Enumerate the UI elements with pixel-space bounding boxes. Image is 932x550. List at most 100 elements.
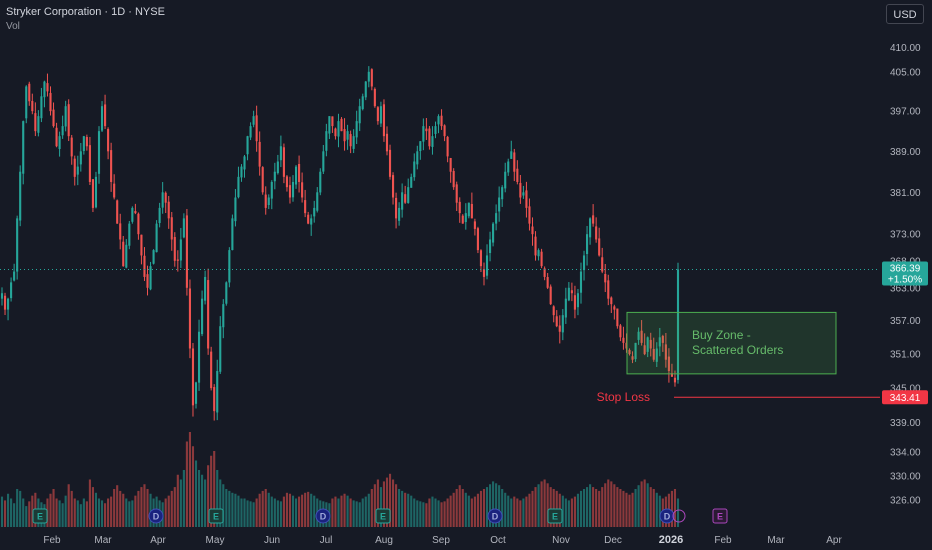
volume-bar — [610, 481, 613, 527]
volume-bar — [652, 489, 655, 527]
earnings-marker[interactable]: E — [375, 508, 391, 524]
volume-bar — [279, 501, 282, 527]
candle-body — [464, 213, 467, 223]
volume-bar — [194, 460, 198, 527]
candle-body — [116, 200, 119, 224]
volume-bar — [240, 498, 243, 527]
candle-body — [194, 382, 198, 404]
volume-bar — [513, 496, 516, 527]
symbol-title[interactable]: Stryker Corporation · 1D · NYSE — [6, 6, 165, 18]
volume-bar — [534, 487, 537, 527]
earnings-marker-letter: E — [213, 512, 219, 522]
candle-body — [619, 325, 622, 338]
volume-bar — [607, 479, 610, 527]
volume-bar — [179, 479, 182, 527]
candle-body — [10, 282, 13, 299]
candle-body — [328, 116, 331, 134]
candle-body — [131, 207, 134, 222]
candle-body — [661, 336, 664, 343]
volume-bar — [476, 493, 479, 527]
volume-bar — [298, 496, 301, 527]
volume-bar — [391, 479, 395, 527]
candle-body — [197, 331, 201, 383]
dividend-marker-circle — [315, 508, 331, 524]
earnings-marker[interactable]: E — [32, 508, 48, 524]
candle-body — [664, 344, 667, 360]
y-tick-label: 381.00 — [890, 188, 921, 199]
currency-button[interactable]: USD — [886, 4, 924, 24]
dividend-marker[interactable]: D — [487, 508, 503, 524]
candle-body — [667, 356, 670, 372]
volume-bar — [395, 484, 398, 527]
volume-bar — [7, 493, 10, 527]
candle-body — [243, 156, 246, 170]
volume-bar — [82, 498, 85, 527]
candle-body — [285, 176, 289, 188]
candle-body — [634, 342, 637, 360]
candle-body — [534, 236, 537, 256]
candle-body — [449, 157, 452, 172]
candle-body — [482, 269, 486, 277]
candle-body — [110, 150, 113, 182]
candle-body — [146, 274, 149, 288]
candle-body — [3, 295, 7, 310]
volume-bar — [231, 492, 234, 527]
volume-bar — [567, 500, 570, 527]
candle-body — [522, 192, 525, 196]
earnings-marker[interactable]: E — [712, 508, 728, 524]
candle-body — [416, 151, 419, 165]
candle-body — [94, 176, 98, 208]
candle-body — [261, 167, 264, 193]
candle-body — [213, 387, 216, 412]
candle-body — [488, 239, 492, 253]
candle-body — [625, 342, 628, 349]
volume-bar — [182, 470, 185, 527]
candle-body — [334, 128, 337, 137]
candle-body — [555, 316, 558, 327]
volume-bar — [331, 498, 334, 527]
candle-body — [61, 126, 64, 136]
volume-bar — [270, 496, 273, 527]
candle-body — [652, 348, 655, 360]
earnings-marker[interactable]: E — [208, 508, 224, 524]
dividend-marker[interactable]: D — [148, 508, 164, 524]
candle-body — [88, 145, 91, 182]
candle-body — [622, 337, 625, 343]
volume-bar — [16, 489, 19, 527]
candle-body — [346, 131, 349, 140]
candle-body — [264, 194, 267, 208]
volume-bar — [91, 487, 94, 527]
candle-body — [319, 171, 322, 193]
volume-bar — [310, 493, 313, 527]
candle-body — [598, 238, 601, 256]
volume-bar — [592, 487, 595, 527]
dividend-marker[interactable]: D — [315, 508, 331, 524]
volume-bar — [582, 489, 586, 527]
volume-bar — [143, 484, 146, 527]
candle-body — [628, 349, 631, 355]
candle-body — [291, 181, 295, 198]
candle-body — [407, 187, 410, 203]
earnings-marker-letter: E — [37, 512, 43, 522]
volume-bar — [628, 494, 631, 527]
volume-indicator-label[interactable]: Vol — [6, 21, 20, 32]
x-tick-label: May — [206, 535, 225, 546]
volume-bar — [673, 489, 677, 527]
candle-body — [79, 151, 82, 165]
volume-bar — [440, 502, 443, 527]
candle-body — [455, 184, 458, 203]
volume-bar — [0, 496, 4, 527]
x-tick-label: Sep — [432, 535, 450, 546]
candle-body — [498, 197, 501, 212]
candle-body — [367, 71, 370, 82]
volume-bar — [170, 490, 173, 527]
x-tick-label: 2026 — [659, 534, 683, 546]
earnings-marker[interactable]: E — [547, 508, 563, 524]
volume-bar — [313, 495, 316, 527]
y-tick-label: 389.00 — [890, 147, 921, 158]
volume-bar — [73, 498, 76, 527]
dividend-marker[interactable]: D — [659, 508, 675, 524]
volume-bar — [301, 494, 304, 527]
